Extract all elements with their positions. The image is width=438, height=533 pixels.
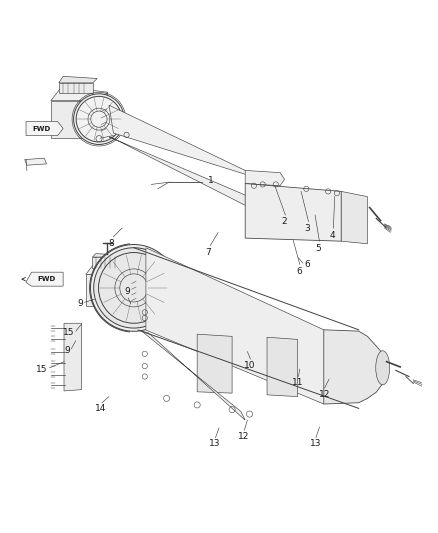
Text: 9: 9 xyxy=(77,299,83,308)
Text: 4: 4 xyxy=(330,231,336,240)
Polygon shape xyxy=(26,272,63,286)
Text: 12: 12 xyxy=(318,390,330,399)
Text: 9: 9 xyxy=(64,346,70,355)
Text: FWD: FWD xyxy=(37,276,56,282)
Circle shape xyxy=(91,245,177,332)
Text: 11: 11 xyxy=(292,378,304,387)
Text: 2: 2 xyxy=(281,217,287,226)
Polygon shape xyxy=(324,330,385,404)
Polygon shape xyxy=(51,101,101,138)
Polygon shape xyxy=(197,334,232,393)
Text: 15: 15 xyxy=(36,365,48,374)
Ellipse shape xyxy=(376,351,390,385)
Polygon shape xyxy=(86,274,132,306)
Polygon shape xyxy=(132,267,137,306)
Polygon shape xyxy=(101,92,108,138)
Polygon shape xyxy=(146,248,328,404)
Text: FWD: FWD xyxy=(32,126,51,132)
Polygon shape xyxy=(142,332,245,420)
Text: 5: 5 xyxy=(316,244,321,253)
Text: 13: 13 xyxy=(310,439,321,448)
Polygon shape xyxy=(51,87,108,101)
Polygon shape xyxy=(26,122,63,135)
Circle shape xyxy=(74,94,124,144)
Polygon shape xyxy=(267,337,297,397)
Text: 3: 3 xyxy=(305,224,311,233)
Text: 7: 7 xyxy=(206,248,212,257)
Circle shape xyxy=(94,248,174,328)
Text: 12: 12 xyxy=(238,432,250,441)
Text: 6: 6 xyxy=(296,267,302,276)
Text: 8: 8 xyxy=(109,239,114,248)
Text: 15: 15 xyxy=(63,328,74,337)
Polygon shape xyxy=(92,254,126,257)
Text: 9: 9 xyxy=(125,287,131,296)
Text: 14: 14 xyxy=(95,405,106,414)
Polygon shape xyxy=(245,171,285,185)
Polygon shape xyxy=(59,76,97,83)
Polygon shape xyxy=(64,323,81,391)
Text: 6: 6 xyxy=(304,260,310,269)
Polygon shape xyxy=(59,83,93,93)
Polygon shape xyxy=(341,191,367,244)
Polygon shape xyxy=(86,262,137,274)
Polygon shape xyxy=(109,137,258,212)
Text: 1: 1 xyxy=(208,176,213,185)
Polygon shape xyxy=(109,105,254,177)
Polygon shape xyxy=(92,257,122,268)
Polygon shape xyxy=(25,158,46,165)
Polygon shape xyxy=(245,183,341,241)
Text: 10: 10 xyxy=(244,361,256,370)
Text: 13: 13 xyxy=(209,439,221,448)
